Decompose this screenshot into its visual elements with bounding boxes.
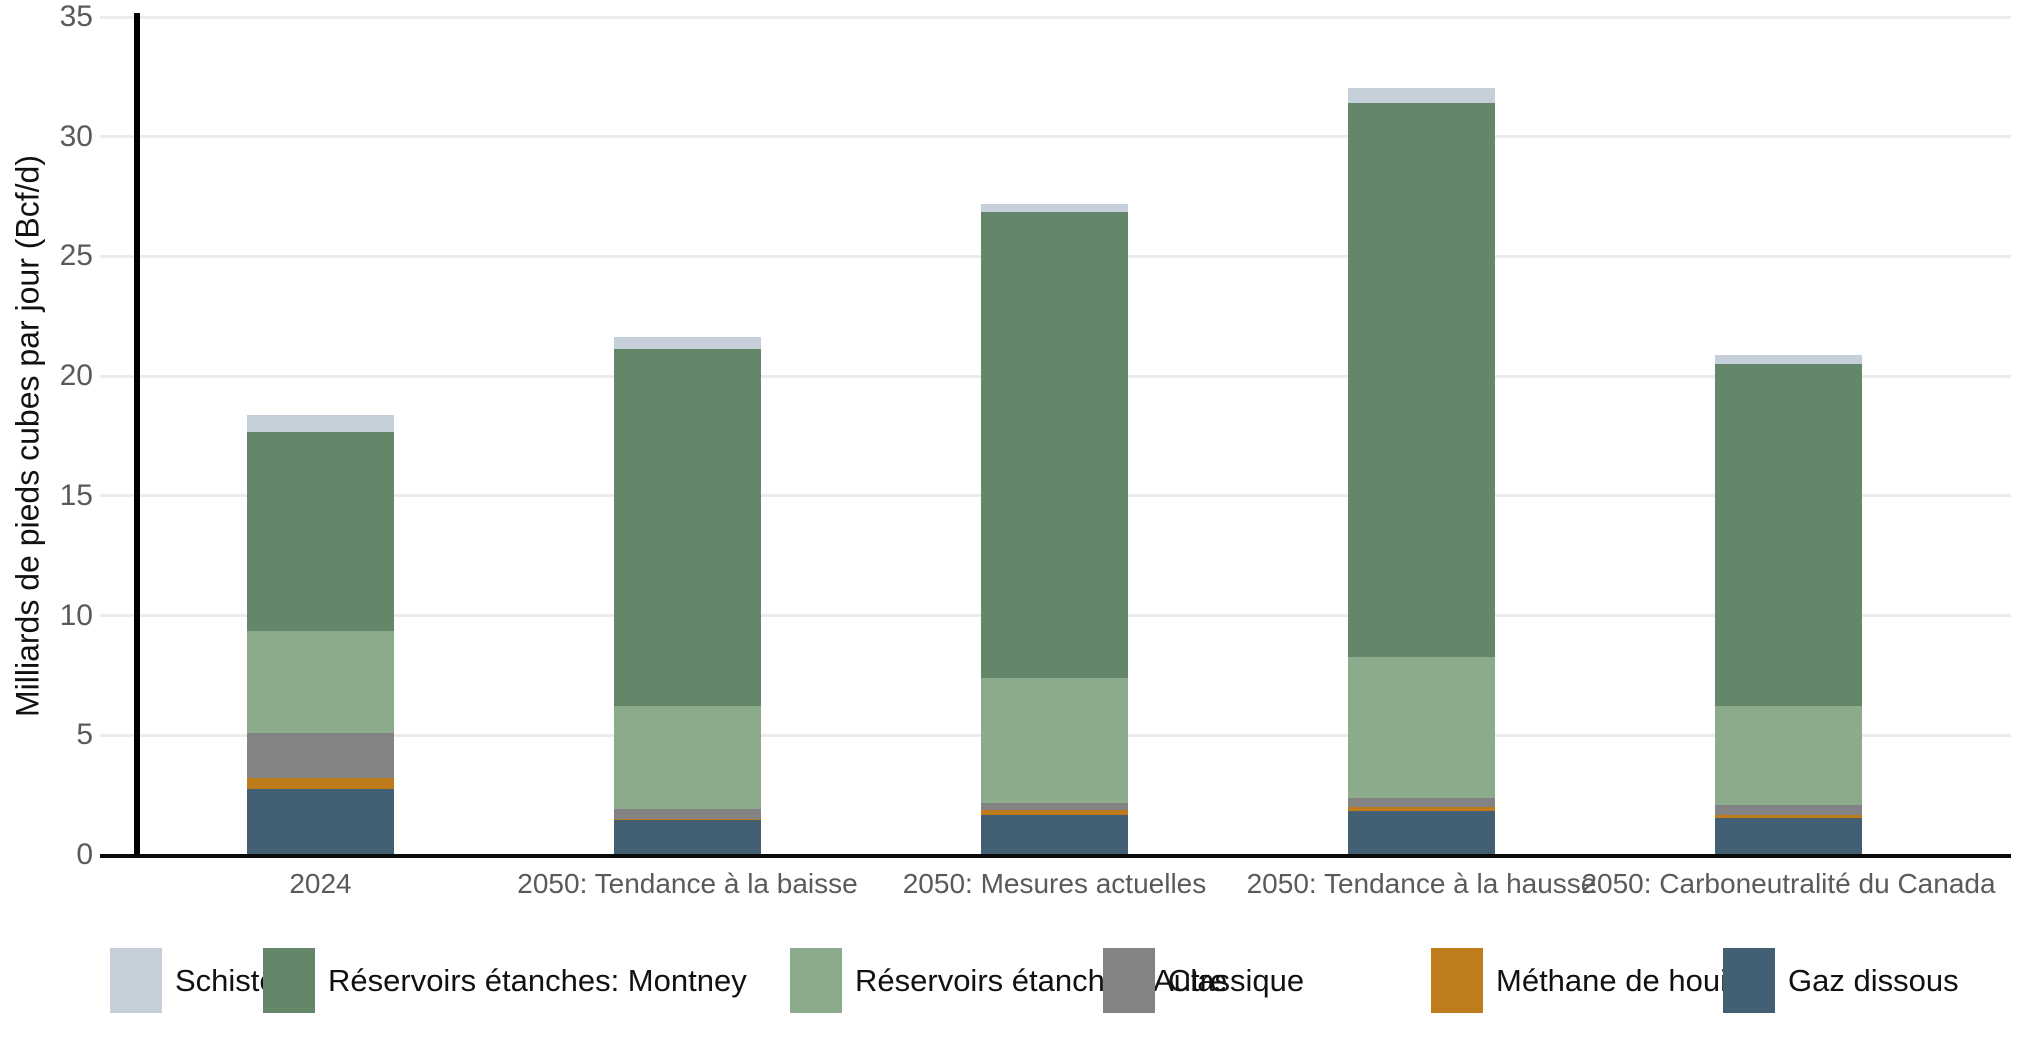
bar-segment-gaz-dissous-2050-mesures-actuelles[interactable]: [981, 814, 1128, 855]
bar-segment-schistes-2050-tendance-a-la-baisse[interactable]: [614, 337, 761, 350]
y-tick-20: 20: [59, 359, 93, 393]
bar-segment-reservoirs-etanches-montney-2024[interactable]: [247, 432, 394, 631]
bar-segment-classique-2050-tendance-a-la-hausse[interactable]: [1348, 797, 1495, 808]
x-label-2050-mesures-actuelles: 2050: Mesures actuelles: [902, 868, 1207, 899]
bar-2050-tendance-a-la-baisse: [614, 0, 761, 855]
y-tick-15: 15: [59, 478, 93, 512]
legend-item-gaz-dissous[interactable]: Gaz dissous: [1723, 948, 1959, 1013]
legend-item-classique[interactable]: Classique: [1103, 948, 1304, 1013]
legend-swatch-methane-de-houille: [1431, 948, 1483, 1013]
bar-segment-classique-2050-mesures-actuelles[interactable]: [981, 802, 1128, 810]
legend-label-gaz-dissous: Gaz dissous: [1788, 962, 1959, 998]
bar-segment-reservoirs-etanches-montney-2050-tendance-a-la-hausse[interactable]: [1348, 103, 1495, 658]
bar-segment-gaz-dissous-2024[interactable]: [247, 788, 394, 855]
bar-segment-schistes-2050-mesures-actuelles[interactable]: [981, 203, 1128, 213]
legend-swatch-reservoirs-etanches-autre: [790, 948, 842, 1013]
bar-segment-reservoirs-etanches-autre-2050-mesures-actuelles[interactable]: [981, 677, 1128, 803]
bar-segment-schistes-2024[interactable]: [247, 415, 394, 433]
y-tick-35: 35: [59, 0, 93, 33]
x-label-2024: 2024: [289, 868, 352, 899]
bar-segment-reservoirs-etanches-montney-2050-mesures-actuelles[interactable]: [981, 212, 1128, 678]
x-label-2050-tendance-a-la-baisse: 2050: Tendance à la baisse: [517, 868, 858, 899]
bar-segment-methane-de-houille-2050-tendance-a-la-baisse[interactable]: [614, 818, 761, 821]
bar-2050-carboneutralite-du-canada: [1715, 0, 1862, 855]
bar-segment-methane-de-houille-2050-tendance-a-la-hausse[interactable]: [1348, 807, 1495, 812]
bar-segment-classique-2024[interactable]: [247, 732, 394, 779]
bar-segment-reservoirs-etanches-montney-2050-carboneutralite-du-canada[interactable]: [1715, 364, 1862, 706]
y-tick-10: 10: [59, 598, 93, 632]
legend-label-methane-de-houille: Méthane de houille: [1496, 962, 1758, 998]
bar-segment-reservoirs-etanches-autre-2024[interactable]: [247, 630, 394, 733]
x-label-2050-carboneutralite-du-canada: 2050: Carboneutralité du Canada: [1581, 868, 1996, 899]
bar-2050-mesures-actuelles: [981, 0, 1128, 855]
x-axis-line: [100, 854, 2011, 858]
bar-segment-methane-de-houille-2024[interactable]: [247, 778, 394, 789]
gridline-30: [100, 135, 2011, 139]
bar-segment-gaz-dissous-2050-tendance-a-la-baisse[interactable]: [614, 820, 761, 855]
bar-2024: [247, 0, 394, 855]
x-label-2050-tendance-a-la-hausse: 2050: Tendance à la hausse: [1246, 868, 1597, 899]
y-tick-30: 30: [59, 119, 93, 153]
legend-swatch-reservoirs-etanches-montney: [263, 948, 315, 1013]
legend-swatch-schistes: [110, 948, 162, 1013]
y-tick-0: 0: [76, 838, 93, 871]
legend-swatch-classique: [1103, 948, 1155, 1013]
bar-segment-reservoirs-etanches-autre-2050-tendance-a-la-hausse[interactable]: [1348, 657, 1495, 798]
legend-item-reservoirs-etanches-autre[interactable]: Réservoirs étanches: Autre: [790, 948, 1227, 1013]
bar-2050-tendance-a-la-hausse: [1348, 0, 1495, 855]
y-tick-25: 25: [59, 239, 93, 273]
bar-segment-reservoirs-etanches-autre-2050-carboneutralite-du-canada[interactable]: [1715, 705, 1862, 805]
bar-segment-reservoirs-etanches-autre-2050-tendance-a-la-baisse[interactable]: [614, 705, 761, 810]
bar-segment-gaz-dissous-2050-carboneutralite-du-canada[interactable]: [1715, 818, 1862, 855]
bar-segment-gaz-dissous-2050-tendance-a-la-hausse[interactable]: [1348, 811, 1495, 855]
legend-label-reservoirs-etanches-montney: Réservoirs étanches: Montney: [328, 962, 747, 998]
bar-segment-schistes-2050-tendance-a-la-hausse[interactable]: [1348, 87, 1495, 104]
legend-label-reservoirs-etanches-autre: Réservoirs étanches: Autre: [855, 962, 1228, 998]
bar-segment-reservoirs-etanches-montney-2050-tendance-a-la-baisse[interactable]: [614, 349, 761, 706]
legend-item-methane-de-houille[interactable]: Méthane de houille: [1431, 948, 1758, 1013]
legend-swatch-gaz-dissous: [1723, 948, 1775, 1013]
gridline-35: [100, 15, 2011, 19]
legend-label-classique: Classique: [1168, 962, 1305, 998]
bar-segment-methane-de-houille-2050-carboneutralite-du-canada[interactable]: [1715, 814, 1862, 819]
bar-segment-schistes-2050-carboneutralite-du-canada[interactable]: [1715, 354, 1862, 365]
legend-item-reservoirs-etanches-montney[interactable]: Réservoirs étanches: Montney: [263, 948, 747, 1013]
y-axis-line: [134, 13, 140, 858]
bar-segment-classique-2050-tendance-a-la-baisse[interactable]: [614, 809, 761, 819]
bar-segment-methane-de-houille-2050-mesures-actuelles[interactable]: [981, 809, 1128, 815]
bar-segment-classique-2050-carboneutralite-du-canada[interactable]: [1715, 804, 1862, 815]
y-tick-5: 5: [76, 718, 93, 752]
y-axis-title: Milliards de pieds cubes par jour (Bcf/d…: [9, 154, 46, 718]
